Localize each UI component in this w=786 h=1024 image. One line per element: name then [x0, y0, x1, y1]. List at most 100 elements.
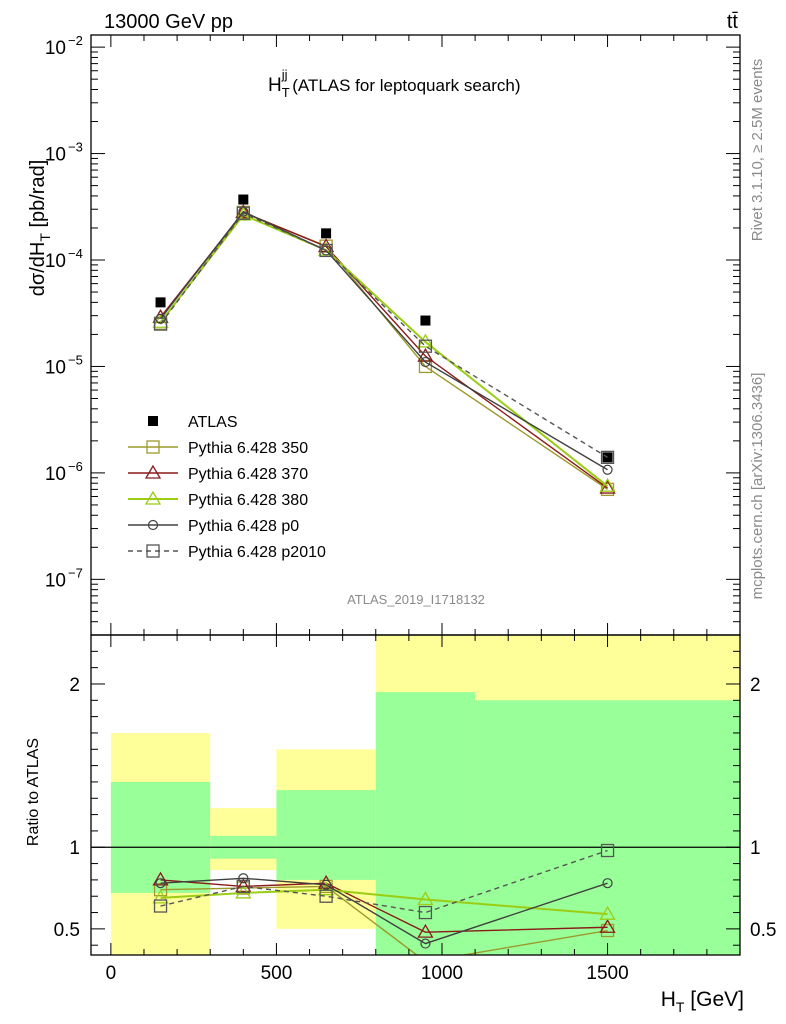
main-series-group: [152, 194, 616, 497]
upper-y-tick-label-1: 10: [45, 464, 66, 485]
legend-label-0: ATLAS: [188, 414, 238, 431]
upper-y-tick-exp-5: −2: [68, 33, 83, 48]
main-series-point-0-0: [155, 297, 166, 308]
upper-y-tick-exp-0: −7: [68, 565, 83, 580]
ratio-series-point-1-0: [152, 871, 169, 886]
legend-marker-5: [146, 544, 160, 558]
chart-title-sub: T: [282, 85, 290, 100]
ratio-series-line-0: [160, 885, 608, 955]
process-label: tt̄: [727, 11, 739, 33]
energy-label: 13000 GeV pp: [104, 11, 233, 33]
rivet-version-label: Rivet 3.1.10, ≥ 2.5M events: [749, 59, 766, 242]
lower-y-righttick-label-2: 2: [750, 675, 761, 696]
ratio-series-point-4-2: [319, 889, 333, 903]
axis-frames: [90, 34, 741, 956]
upper-y-axis-label: dσ/dHT [pb/rad]: [27, 160, 53, 297]
upper-y-tick-label-4: 10: [45, 145, 66, 166]
ratio-series-point-4-3: [418, 905, 433, 920]
upper-y-tick-label-0: 10: [45, 570, 66, 591]
main-series-point-3-4: [599, 477, 616, 492]
legend-marker-1: [146, 440, 160, 454]
legend-marker-3: [144, 490, 162, 505]
ratio-series-point-2-0: [152, 889, 169, 904]
upper-y-tick-label-3: 10: [45, 251, 66, 272]
ratio-series-point-3-1: [238, 873, 249, 884]
chart-title-rest: (ATLAS for leptoquark search): [287, 76, 520, 95]
main-series-point-5-0: [153, 317, 168, 331]
upper-y-tick-exp-3: −4: [68, 246, 83, 261]
x-tick-label-2: 1000: [421, 963, 463, 984]
upper-y-tick-label-5: 10: [45, 38, 66, 59]
lower-y-tick-label-0: 0.5: [54, 920, 80, 941]
analysis-watermark: ATLAS_2019_I1718132: [347, 592, 485, 607]
main-series-point-0-1: [238, 194, 249, 205]
main-series-point-5-1: [236, 206, 250, 220]
main-series-point-3-3: [417, 333, 434, 348]
main-series-point-4-4: [602, 464, 613, 475]
ratio-series-point-1-1: [235, 878, 252, 893]
legend-label-4: Pythia 6.428 p0: [188, 518, 299, 535]
main-series-point-5-2: [319, 243, 333, 258]
ratio-series-point-2-4: [599, 905, 616, 920]
legend-marker-2: [144, 464, 162, 479]
legend-label-1: Pythia 6.428 350: [188, 440, 308, 457]
upper-y-axis-label-main: dσ/dH: [27, 242, 49, 297]
x-axis-label: HT [GeV]: [661, 988, 744, 1015]
chart-title-main: H: [268, 75, 282, 96]
legend-marker-0: [148, 416, 158, 426]
x-axis-label-rest: [GeV]: [684, 988, 744, 1011]
lower-y-tick-label-2: 2: [69, 675, 80, 696]
upper-y-axis-label-rest: [pb/rad]: [27, 160, 49, 233]
ratio-series-point-3-3: [420, 938, 431, 949]
ratio-series-point-4-0: [153, 899, 168, 913]
main-series-line-4: [159, 210, 608, 471]
upper-y-tick-exp-4: −3: [68, 140, 83, 155]
main-series-point-2-1: [235, 204, 252, 219]
main-series-point-5-4: [600, 450, 615, 464]
band-green-0: [110, 781, 211, 893]
ratio-series-group: [152, 843, 616, 955]
main-series-point-0-3: [420, 315, 431, 326]
band-green-4: [475, 700, 740, 955]
x-tick-label-3: 1500: [586, 963, 628, 984]
ratio-series-point-4-4: [600, 843, 615, 858]
legend-marker-4: [147, 519, 159, 531]
ratio-series-point-0-0: [153, 883, 168, 897]
upper-y-tick-exp-2: −5: [68, 352, 83, 367]
ratio-series-line-3: [160, 877, 608, 945]
x-axis-label-main: H: [661, 988, 676, 1011]
upper-y-axis-label-sub: T: [37, 233, 53, 242]
ratio-series-point-3-0: [155, 878, 166, 889]
mcplots-label: mcplots.cern.ch [arXiv:1306.3436]: [749, 373, 766, 600]
ratio-series-point-3-4: [602, 878, 613, 889]
ratio-series-point-2-3: [417, 891, 434, 906]
chart-title-sup: jj: [281, 67, 288, 82]
main-series-line-5: [159, 212, 608, 458]
ratio-series-point-1-3: [417, 923, 434, 938]
legend-label-2: Pythia 6.428 370: [188, 466, 308, 483]
lower-y-righttick-label-1: 1: [750, 838, 761, 859]
lower-y-axis-label: Ratio to ATLAS: [25, 738, 42, 846]
upper-y-tick-label-2: 10: [45, 357, 66, 378]
x-axis-label-sub: T: [676, 999, 685, 1015]
legend: ATLAS Pythia 6.428 350 Pythia 6.428 370 Pyt…: [128, 414, 326, 561]
main-series-point-1-3: [418, 359, 433, 374]
legend-label-3: Pythia 6.428 380: [188, 492, 308, 509]
chart-title: HTjj (ATLAS for leptoquark search): [268, 67, 521, 100]
band-green-3: [375, 692, 476, 955]
main-series-point-5-3: [418, 339, 433, 353]
axis-ticks: [91, 35, 741, 955]
main-series-point-4-2: [320, 245, 332, 256]
main-series-point-4-3: [420, 356, 431, 368]
x-tick-label-1: 500: [261, 963, 293, 984]
legend-label-5: Pythia 6.428 p2010: [188, 544, 326, 561]
x-tick-label-0: 0: [106, 963, 117, 984]
ratio-series-point-3-2: [320, 879, 332, 890]
ratio-series-point-2-2: [317, 881, 335, 896]
ratio-series-point-1-4: [599, 918, 616, 933]
lower-frame: [90, 634, 741, 956]
lower-y-tick-label-1: 1: [69, 838, 80, 859]
band-green-2: [276, 790, 376, 880]
